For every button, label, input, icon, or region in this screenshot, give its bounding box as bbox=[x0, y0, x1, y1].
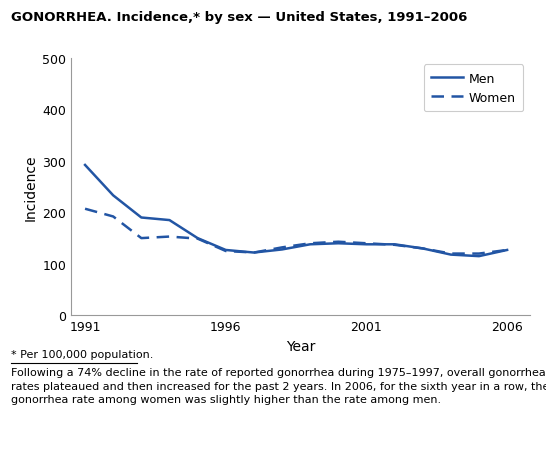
Men bbox=[222, 248, 229, 253]
Y-axis label: Incidence: Incidence bbox=[24, 154, 38, 221]
Women bbox=[391, 243, 398, 248]
Women bbox=[251, 250, 257, 256]
Men bbox=[279, 247, 286, 253]
Women bbox=[110, 214, 116, 220]
Women bbox=[82, 207, 88, 212]
Women bbox=[448, 251, 454, 257]
Line: Women: Women bbox=[85, 209, 507, 254]
Women bbox=[419, 246, 426, 252]
Legend: Men, Women: Men, Women bbox=[424, 65, 524, 112]
Text: * Per 100,000 population.: * Per 100,000 population. bbox=[11, 350, 153, 359]
Men bbox=[448, 252, 454, 258]
Men bbox=[194, 236, 201, 241]
Women bbox=[476, 251, 482, 257]
Men bbox=[251, 250, 257, 256]
Women bbox=[335, 239, 342, 245]
Women bbox=[222, 249, 229, 254]
Men bbox=[335, 241, 342, 246]
Men bbox=[504, 248, 511, 253]
Men bbox=[363, 242, 370, 248]
Women bbox=[363, 241, 370, 246]
Women bbox=[504, 248, 511, 253]
Women bbox=[166, 235, 173, 240]
X-axis label: Year: Year bbox=[286, 339, 315, 353]
Women bbox=[194, 236, 201, 242]
Women bbox=[138, 236, 145, 241]
Women bbox=[279, 245, 286, 251]
Men bbox=[166, 218, 173, 223]
Line: Men: Men bbox=[85, 166, 507, 257]
Men bbox=[391, 242, 398, 248]
Men bbox=[82, 163, 88, 168]
Men bbox=[307, 242, 313, 248]
Women bbox=[307, 241, 313, 246]
Men bbox=[110, 193, 116, 198]
Text: GONORRHEA. Incidence,* by sex — United States, 1991–2006: GONORRHEA. Incidence,* by sex — United S… bbox=[11, 11, 467, 24]
Men bbox=[476, 254, 482, 259]
Men bbox=[419, 246, 426, 252]
Men bbox=[138, 215, 145, 221]
Text: Following a 74% decline in the rate of reported gonorrhea during 1975–1997, over: Following a 74% decline in the rate of r… bbox=[11, 368, 546, 404]
